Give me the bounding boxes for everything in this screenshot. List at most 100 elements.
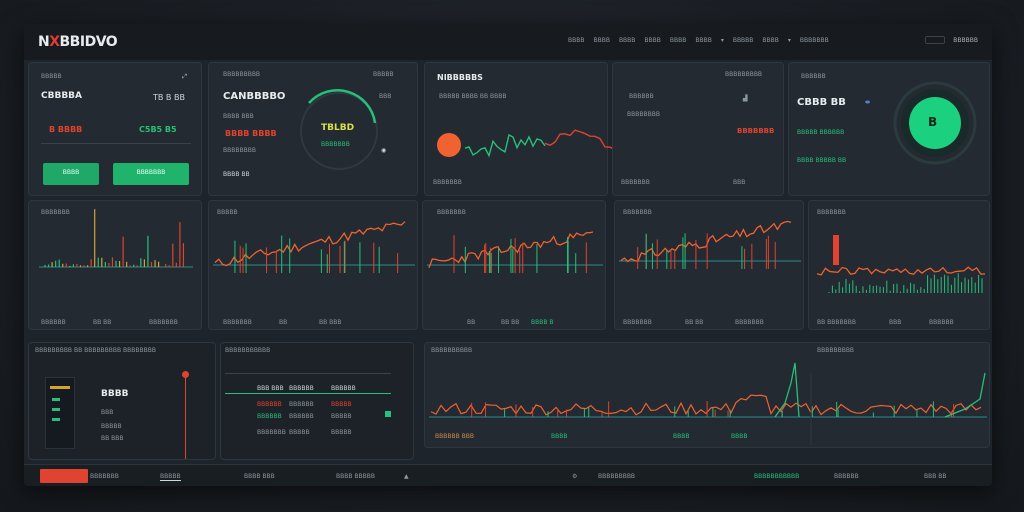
expand-icon[interactable]: ⤢: [182, 73, 187, 80]
depth-cell: BBBBBB: [331, 385, 356, 392]
depth-card: BBBBBBBBBBB BBB BBB BBBBBB BBBBBB BBBBBB…: [220, 342, 414, 460]
chart-foot: BB BBBBBBB: [817, 319, 856, 326]
histogram-chart: [816, 235, 986, 293]
chart-card-4: BBBBBBB BBBBBBB BB BB BBBBBBB: [614, 200, 804, 330]
top-bar: NXBBIDVO BBBB BBBB BBBB BBBB BBBB BBBB ▾…: [24, 24, 992, 60]
card-title: BBBBBBB: [623, 209, 652, 216]
account-badge: TB B BB: [153, 93, 185, 102]
bottom-tab[interactable]: BBBB BBBBB: [336, 473, 375, 480]
warning-icon[interactable]: ▲: [404, 473, 409, 480]
chart-foot: BB: [279, 319, 288, 326]
nav-item[interactable]: BBBB: [644, 37, 661, 44]
spike-chart: [39, 209, 193, 268]
portfolio-chip-sub: BBBBBBB: [321, 141, 350, 148]
chart-foot: BB BB: [93, 319, 112, 326]
nav-item[interactable]: BBBB: [593, 37, 610, 44]
divider: [225, 373, 391, 374]
balance-card: BBBBBB CBBB BB ⬬ BBBBB BBBBBB BBBB BBBBB…: [788, 62, 990, 196]
chevron-down-icon[interactable]: ▾: [720, 37, 724, 44]
app-logo[interactable]: NXBBIDVO: [38, 34, 118, 50]
card-title: NIBBBBBS: [437, 73, 483, 82]
bottom-tab[interactable]: BBBBBBBBB: [598, 473, 636, 480]
series-line: [430, 394, 982, 416]
card-meta: BBBBB: [373, 71, 394, 78]
card-title: BBBBBBBBB BB BBBBBBBBB BBBBBBBB: [35, 347, 156, 354]
card-title: BBBBBBB: [41, 209, 70, 216]
portfolio-corner: BBB: [379, 93, 392, 100]
depth-cell: BBBBB: [331, 401, 352, 408]
marker-dot-icon[interactable]: [182, 371, 189, 378]
chart-foot: BBB: [889, 319, 902, 326]
bottom-tab[interactable]: BBBBBBBBBBB: [754, 473, 800, 480]
nav-item[interactable]: BBBB: [762, 37, 779, 44]
history-foot: BBBB: [551, 433, 568, 440]
watch-sub: BBBBBBBB: [627, 111, 660, 118]
active-tab[interactable]: [40, 469, 88, 483]
bottom-tab[interactable]: BBBB BBB: [244, 473, 275, 480]
nav-item[interactable]: BBBBB: [732, 37, 754, 44]
history-card: BBBBBBBBBB BBBBBBBBB BBBBBB BBB BBBB BBB…: [424, 342, 990, 448]
nav-item[interactable]: BBBB: [695, 37, 712, 44]
sell-button[interactable]: BBBBBBB: [113, 163, 189, 185]
divider: [225, 393, 391, 394]
value-b: C5B5 B5: [139, 125, 177, 134]
balance-value: CBBB BB: [797, 97, 846, 108]
card-title: BBBBBB: [801, 73, 826, 80]
account-label[interactable]: BBBBBB: [953, 36, 978, 44]
bottom-tab[interactable]: BBBBBB: [834, 473, 859, 480]
card-title: BBBBBBB: [817, 209, 846, 216]
toggle-icon[interactable]: ⬬: [865, 99, 871, 106]
card-title: BBBBBBB: [437, 209, 466, 216]
portfolio-heading: CANBBBBO: [223, 91, 286, 102]
portfolio-change: BBBB BBBB: [225, 129, 277, 138]
history-foot: BBBBBB BBB: [435, 433, 474, 440]
card-title: BBBBBBBBBB: [431, 347, 473, 354]
chart-foot: BB BB: [685, 319, 704, 326]
nav-item[interactable]: BBBBBBB: [799, 37, 829, 44]
bottom-tab[interactable]: BBB BB: [924, 473, 947, 480]
bar: [833, 235, 839, 265]
card-title: BBBBBBBBB: [223, 71, 261, 78]
order-row: BBB: [101, 409, 114, 416]
logo-prefix: N: [38, 34, 50, 50]
settings-icon[interactable]: ⚙: [572, 473, 578, 480]
balance-line: BBBB BBBBB BB: [797, 157, 847, 164]
order-foot: BB BBB: [101, 435, 124, 442]
watch-line: BBBBBB: [629, 93, 654, 100]
portfolio-line: BBBB BBB: [223, 113, 254, 120]
trend-chart: [427, 231, 603, 273]
bottom-bar: BBBBBBB BBBBB BBBB BBB BBBB BBBBB ▲ ⚙ BB…: [24, 464, 992, 486]
buy-button[interactable]: BBBB: [43, 163, 99, 185]
balance-line: BBBBB BBBBBB: [797, 129, 845, 136]
chevron-down-icon[interactable]: ▾: [787, 37, 791, 44]
depth-cell: BBBBBB: [257, 401, 282, 408]
watch-chip: BBBBBBB: [737, 127, 775, 135]
account-area: BBBBBB: [925, 36, 978, 44]
main-nav: BBBB BBBB BBBB BBBB BBBB BBBB ▾ BBBBB BB…: [568, 37, 829, 44]
chart-foot: BBBBBBB: [623, 319, 652, 326]
watch-card: BBBBBBBBB BBBBBB ▟ BBBBBBBB BBBBBBB BBBB…: [612, 62, 784, 196]
series-line: [214, 221, 406, 267]
chart-foot: BBBBBBB: [149, 319, 178, 326]
order-price: BBBB: [101, 389, 129, 399]
nav-item[interactable]: BBBB: [618, 37, 636, 44]
portfolio-chip: TBLBD: [321, 123, 355, 133]
chart-foot: BBBBBBB: [735, 319, 764, 326]
bottom-tab[interactable]: BBBBB: [160, 473, 181, 481]
card-title: BBBBB: [41, 73, 62, 80]
portfolio-radio[interactable]: ◉: [381, 147, 387, 154]
status-square-icon: [385, 411, 391, 417]
bottom-tab[interactable]: BBBBBBB: [90, 473, 119, 480]
logo-x: X: [49, 34, 60, 50]
market-tickers: BBBBB BBBB BB BBBB: [439, 93, 507, 100]
nav-item[interactable]: BBBB: [568, 37, 585, 44]
notification-icon[interactable]: [925, 36, 946, 44]
depth-cell: BBBBB: [289, 429, 310, 436]
nav-item[interactable]: BBBB: [669, 37, 687, 44]
chart-foot: BB BB: [501, 319, 520, 326]
portfolio-foot: BBBB BB: [223, 171, 250, 178]
chart-foot: BBBBBB: [41, 319, 66, 326]
portfolio-sub: BBBBBBBB: [223, 147, 256, 154]
depth-cell: BBBBB: [331, 429, 352, 436]
market-foot: BBBBBBB: [433, 179, 462, 186]
